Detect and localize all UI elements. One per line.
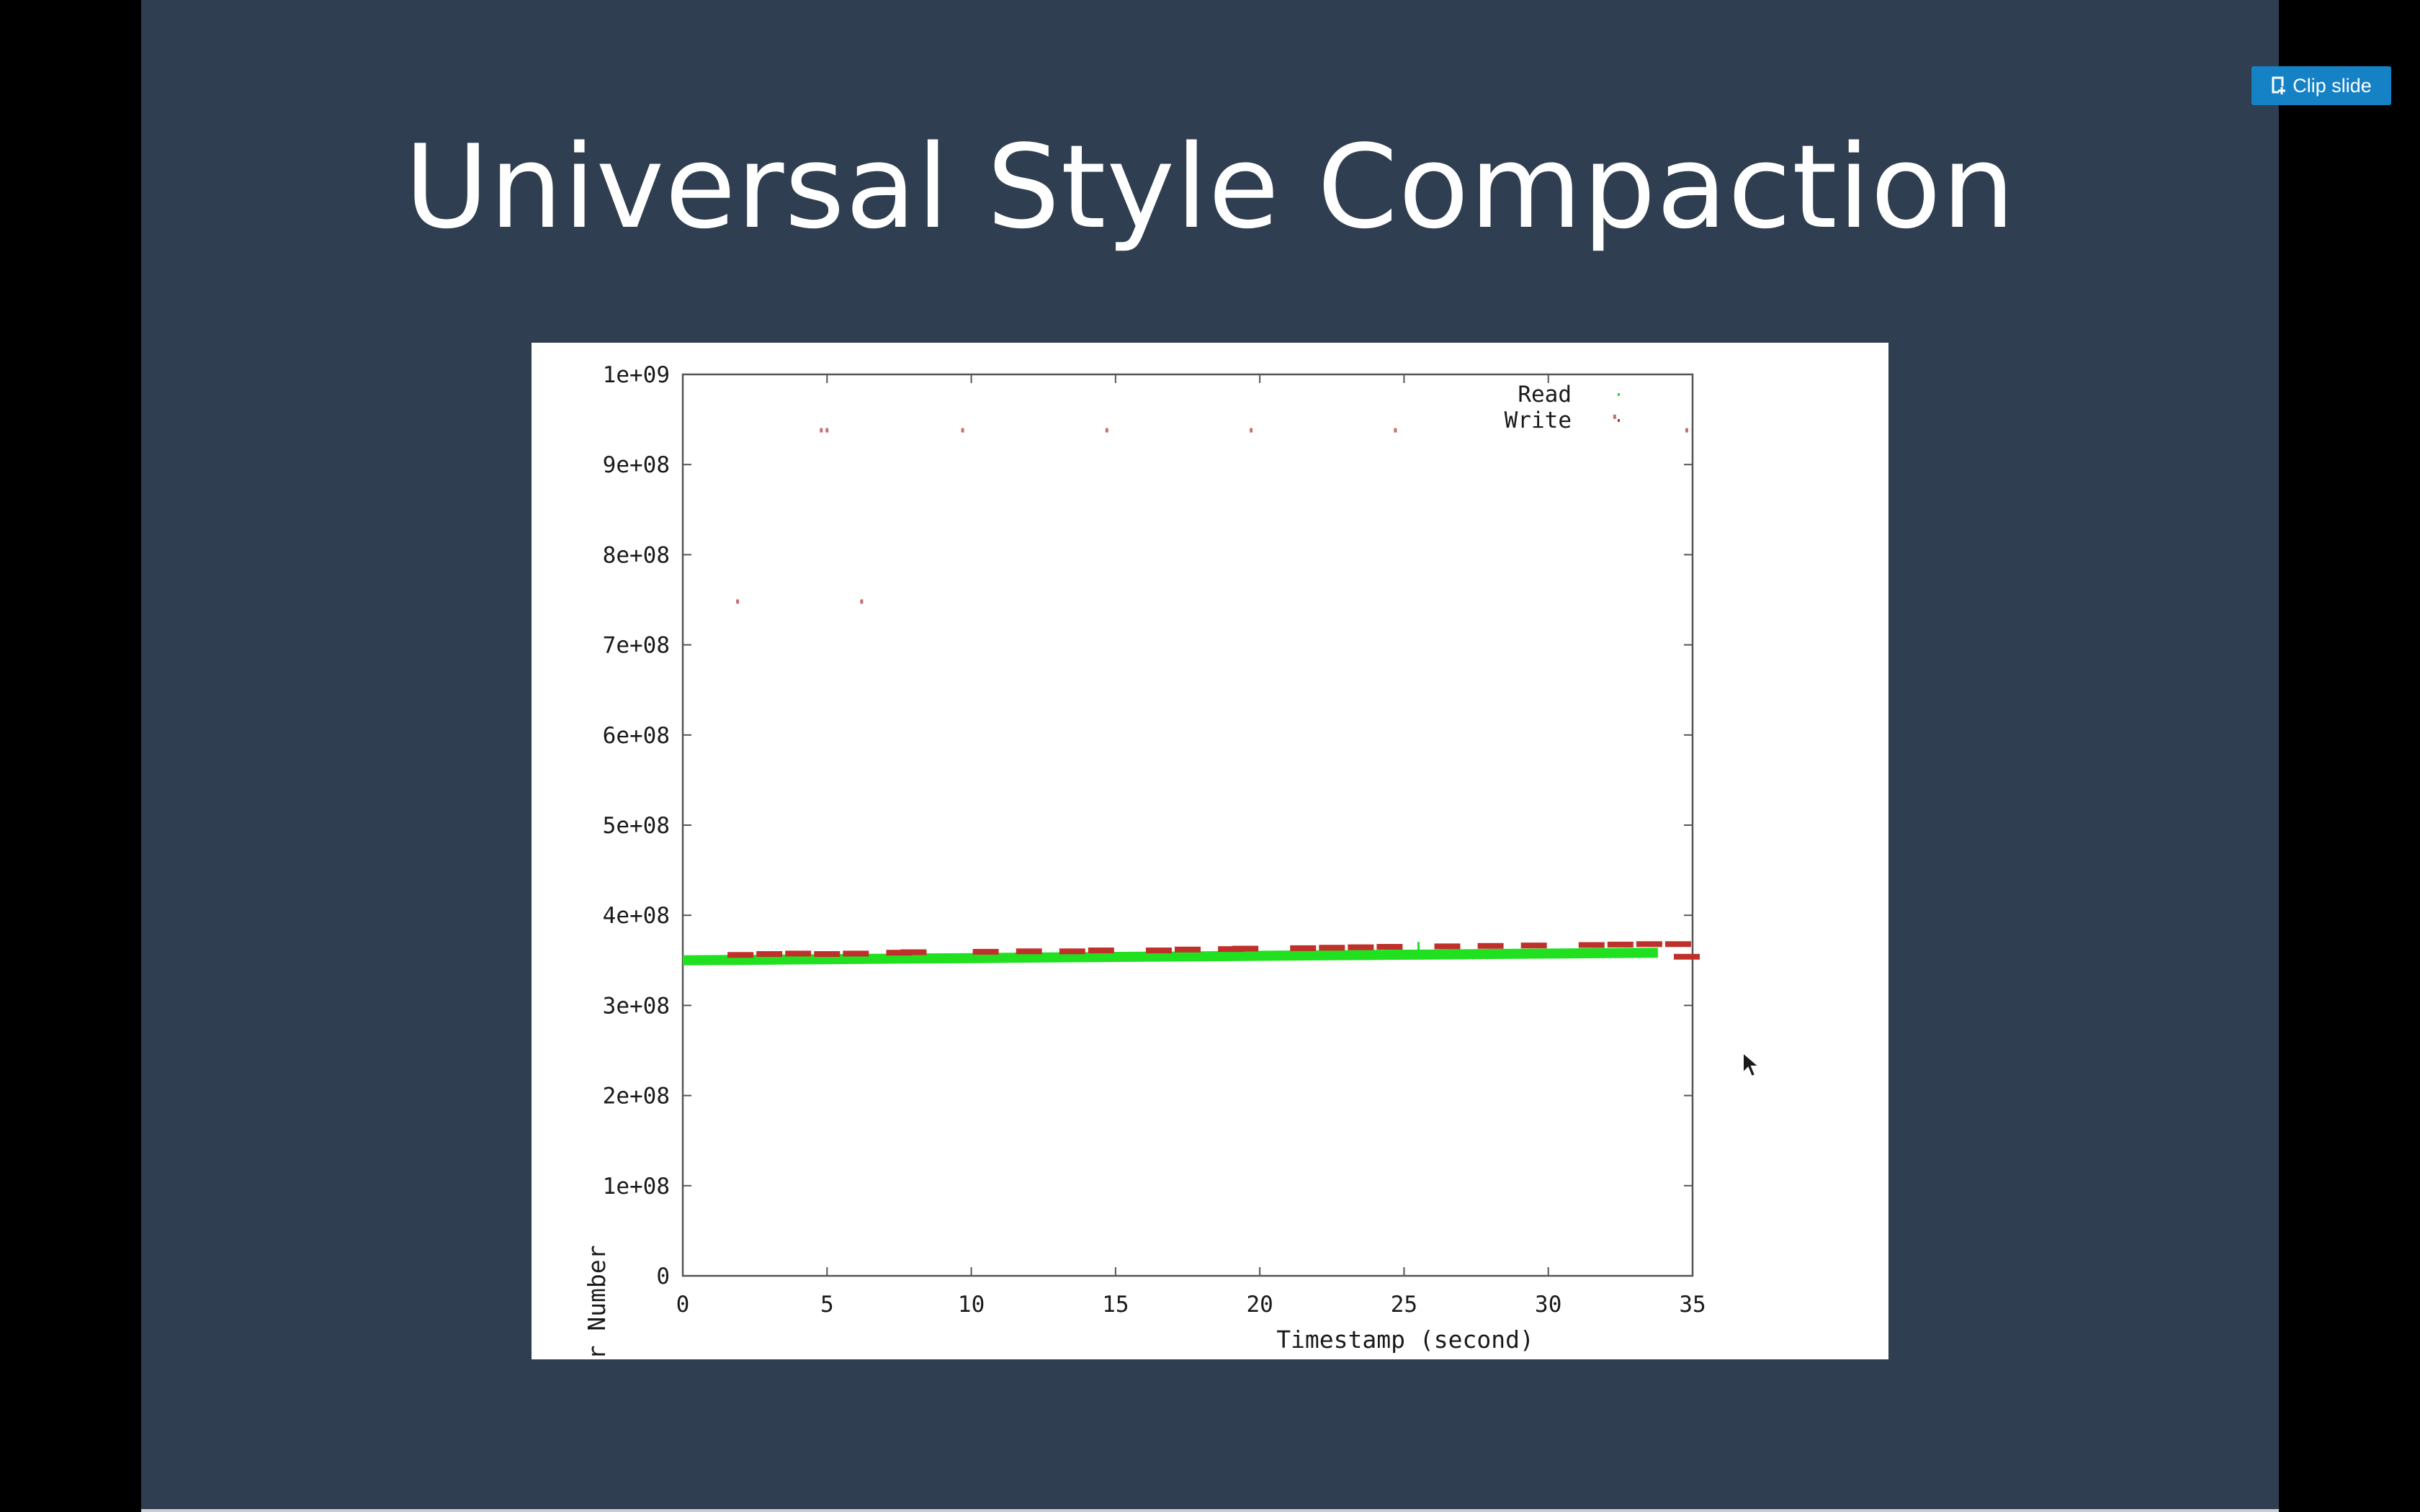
write-point	[1290, 945, 1317, 951]
write-point	[1636, 941, 1662, 948]
write-point	[1394, 428, 1397, 433]
write-point	[1348, 944, 1374, 950]
write-point	[825, 428, 829, 433]
x-axis-label: Timestamp (second)	[1276, 1326, 1534, 1354]
y-tick-label: 2e+08	[603, 1084, 670, 1110]
x-tick-label: 0	[676, 1292, 690, 1318]
write-point	[886, 950, 913, 956]
read-point	[1417, 942, 1420, 958]
y-tick-label: 3e+08	[603, 993, 670, 1019]
write-point	[1319, 945, 1345, 951]
series-layer	[682, 414, 1700, 966]
write-point	[736, 599, 740, 604]
write-point	[961, 428, 964, 433]
write-point	[1088, 948, 1114, 954]
slide-title: Universal Style Compaction	[404, 120, 2016, 254]
y-tick-label: 7e+08	[603, 633, 670, 659]
write-point	[972, 948, 999, 955]
write-point	[1613, 414, 1616, 419]
write-point	[814, 951, 841, 958]
write-point	[1578, 942, 1605, 948]
plot-frame	[681, 373, 1694, 1277]
write-point	[1218, 946, 1245, 953]
legend-label-read: Read	[1518, 382, 1572, 408]
clip-icon	[2272, 76, 2286, 94]
write-point	[820, 428, 823, 433]
axes: 0 1e+08 2e+08 3e+08 4e+08 5e+08 6e+08 7e+08 8e+0…	[603, 362, 1706, 1318]
y-tick-label: 5e+08	[603, 813, 670, 839]
legend-swatch	[1618, 419, 1620, 422]
write-point	[1059, 948, 1085, 955]
write-point	[1105, 428, 1108, 433]
write-point	[1376, 944, 1403, 950]
write-point	[1175, 946, 1201, 953]
x-tick-label: 10	[958, 1292, 985, 1318]
x-tick-label: 15	[1102, 1292, 1129, 1318]
slide: Universal Style Compaction 0 1e+08 2e+08 3e…	[141, 0, 2279, 1509]
y-tick-label: 9e+08	[603, 452, 670, 478]
chart-panel: 0 1e+08 2e+08 3e+08 4e+08 5e+08 6e+08 7e+08 8e+0…	[532, 343, 1888, 1359]
write-point	[1607, 941, 1634, 948]
write-point	[1145, 948, 1172, 954]
sector-scatter-chart: 0 1e+08 2e+08 3e+08 4e+08 5e+08 6e+08 7e+08 8e+0…	[583, 362, 1706, 1359]
progress-strip	[141, 1509, 2279, 1512]
read-series-line	[682, 948, 1658, 966]
y-tick-label: 8e+08	[603, 542, 670, 568]
x-tick-label: 20	[1246, 1292, 1273, 1318]
clip-slide-label: Clip slide	[2293, 74, 2372, 96]
y-axis-label: Logical Sector Number	[583, 1245, 611, 1359]
write-point	[1664, 941, 1691, 948]
write-point	[1434, 943, 1461, 950]
write-point	[1250, 428, 1253, 433]
x-tick-label: 5	[820, 1292, 834, 1318]
y-tick-label: 1e+09	[603, 362, 670, 388]
write-point	[900, 949, 927, 955]
y-tick-label: 1e+08	[603, 1174, 670, 1200]
write-point	[1016, 948, 1042, 955]
x-tick-label: 30	[1535, 1292, 1561, 1318]
y-tick-label: 4e+08	[603, 903, 670, 929]
mouse-cursor-icon	[1742, 1051, 1760, 1078]
x-tick-label: 35	[1679, 1292, 1706, 1318]
legend-swatch	[1618, 393, 1620, 396]
write-point	[756, 951, 783, 958]
write-point	[1477, 942, 1504, 949]
x-tick-label: 25	[1391, 1292, 1417, 1318]
y-tick-label: 0	[656, 1264, 670, 1290]
write-point	[1232, 945, 1259, 952]
write-point	[843, 950, 869, 957]
write-point	[727, 952, 754, 958]
write-point	[1673, 953, 1700, 960]
y-tick-label: 6e+08	[603, 723, 670, 749]
clip-slide-button[interactable]: Clip slide	[2251, 66, 2391, 105]
write-point	[785, 950, 812, 957]
write-point	[860, 599, 864, 604]
legend-label-write: Write	[1505, 408, 1572, 433]
write-point	[1520, 942, 1547, 949]
write-point	[1685, 428, 1688, 433]
